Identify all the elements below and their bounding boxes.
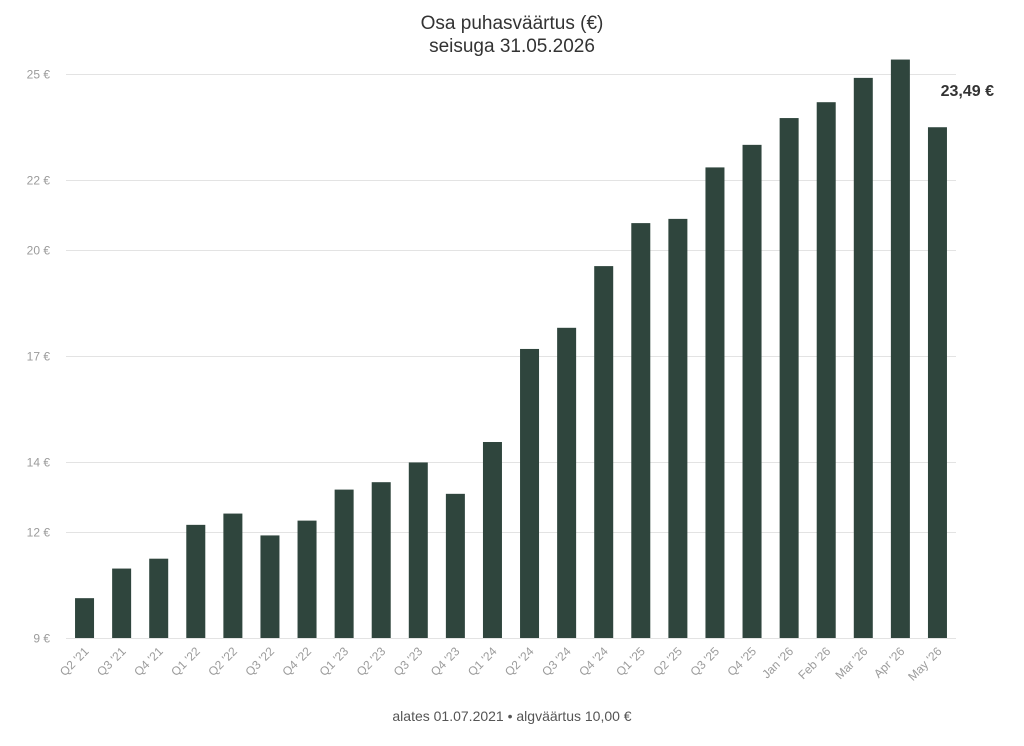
bar: [482, 442, 502, 638]
grid-lines: [66, 74, 956, 639]
value-labels: 23,49 €: [941, 83, 994, 100]
x-tick-label: Q4 '24: [576, 644, 611, 679]
y-tick-label: 22 €: [27, 174, 51, 188]
bar: [297, 520, 317, 638]
y-tick-label: 20 €: [27, 244, 51, 258]
y-tick-label: 14 €: [27, 456, 51, 470]
bar: [557, 327, 577, 638]
x-tick-label: Q2 '23: [354, 644, 389, 679]
bars: [75, 59, 947, 639]
bar: [334, 489, 354, 638]
bar: [668, 218, 688, 638]
x-tick-label: Q3 '24: [539, 644, 574, 679]
bar: [742, 144, 762, 638]
x-tick-label: Q1 '22: [168, 644, 203, 679]
x-tick-label: Q4 '21: [131, 644, 166, 679]
x-tick-label: Q3 '22: [242, 644, 277, 679]
bar: [371, 482, 391, 638]
x-tick-label: Q4 '25: [725, 644, 760, 679]
bar: [853, 77, 873, 638]
bar: [186, 524, 206, 638]
last-value-label: 23,49 €: [941, 83, 994, 100]
x-tick-label: Q1 '23: [317, 644, 352, 679]
bar: [112, 568, 132, 638]
bar: [223, 513, 243, 638]
bar: [631, 223, 651, 639]
x-tick-label: May '26: [905, 644, 945, 684]
y-tick-label: 17 €: [27, 350, 51, 364]
x-tick-label: Q2 '24: [502, 644, 537, 679]
bar: [445, 493, 465, 638]
x-tick-label: Q3 '25: [687, 644, 722, 679]
x-tick-label: Jan '26: [759, 644, 796, 681]
y-tick-label: 9 €: [33, 632, 50, 646]
x-tick-label: Q4 '22: [280, 644, 315, 679]
y-tick-label: 25 €: [27, 68, 51, 82]
bar: [260, 535, 280, 638]
chart-title-line2: seisuga 31.05.2026: [429, 36, 595, 57]
x-tick-label: Q3 '21: [94, 644, 129, 679]
bar: [149, 558, 169, 638]
x-tick-label: Q1 '25: [613, 644, 648, 679]
chart-footer: alates 01.07.2021 • algväärtus 10,00 €: [392, 708, 632, 724]
chart-title-line1: Osa puhasväärtus (€): [420, 13, 604, 34]
bar: [890, 59, 910, 639]
x-axis-ticks: Q2 '21 Q3 '21 Q4 '21 Q1 '22 Q2 '22 Q3 '22 Q4 '…: [57, 644, 945, 684]
x-tick-label: Q2 '22: [205, 644, 240, 679]
x-tick-label: Q4 '23: [428, 644, 463, 679]
bar: [75, 598, 95, 638]
y-tick-label: 12 €: [27, 526, 51, 540]
bar: [408, 462, 428, 638]
x-tick-label: Feb '26: [795, 644, 833, 682]
x-tick-label: Mar '26: [832, 644, 870, 682]
bar: [779, 118, 799, 638]
x-tick-label: Q1 '24: [465, 644, 500, 679]
x-tick-label: Q3 '23: [391, 644, 426, 679]
bar: [927, 127, 947, 638]
bar: [520, 348, 540, 638]
chart-title: Osa puhasväärtus (€) seisuga 31.05.2026: [0, 12, 1024, 58]
x-tick-label: Q2 '21: [57, 644, 92, 679]
bar: [816, 102, 836, 638]
x-tick-label: Q2 '25: [650, 644, 685, 679]
bar: [705, 167, 725, 638]
x-tick-label: Apr '26: [871, 644, 908, 681]
y-axis-ticks: 9 € 12 € 14 € 17 € 20 € 22 € 25 €: [27, 68, 51, 646]
bar: [594, 266, 614, 638]
